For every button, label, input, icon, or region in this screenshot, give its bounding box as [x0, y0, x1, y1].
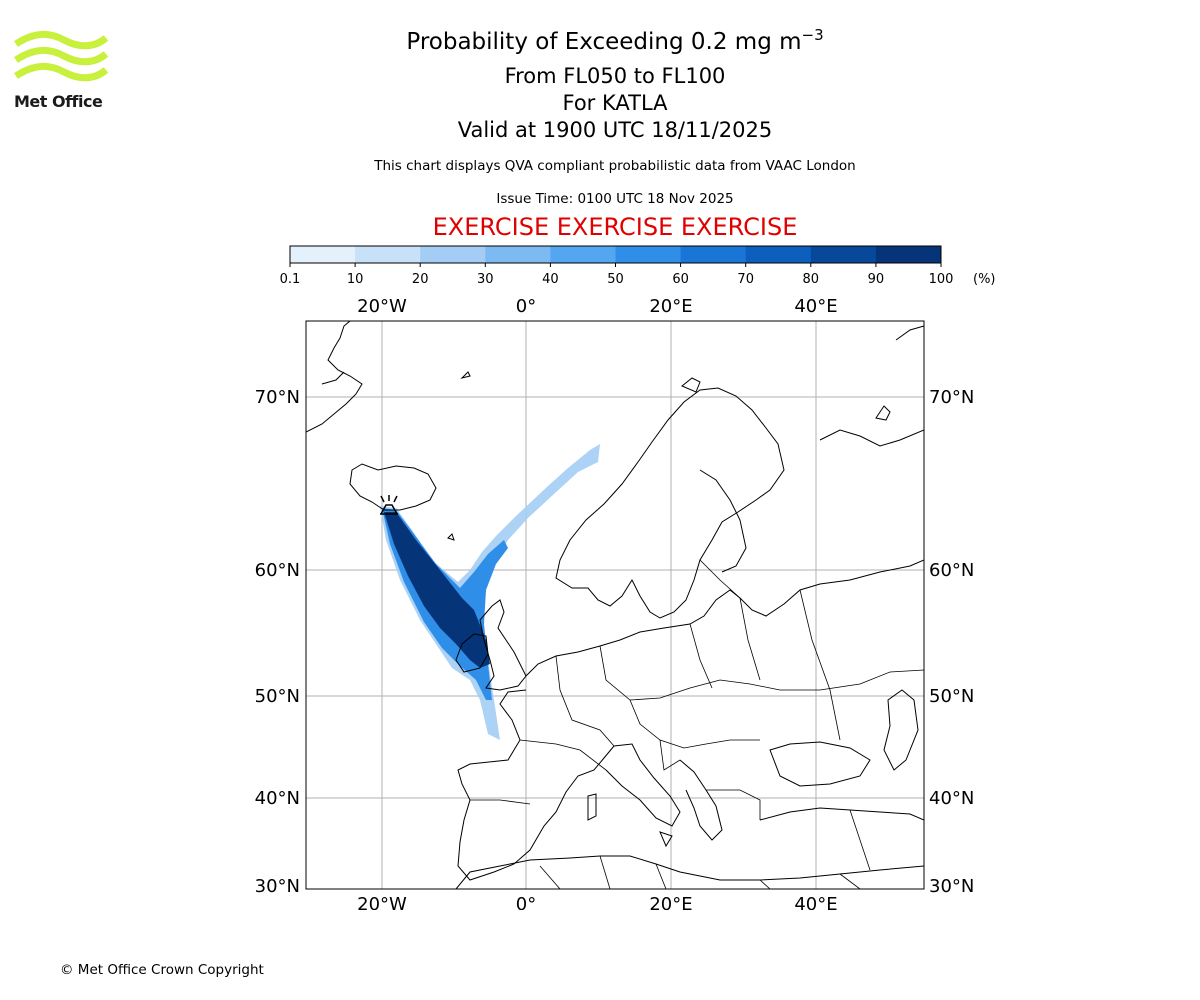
lon-labels-top: 20°W 0° 20°E 40°E: [357, 296, 837, 317]
black-sea: [769, 741, 871, 787]
volcano-marker: [380, 495, 398, 515]
colorbar-tick-label: 80: [803, 272, 820, 287]
lat-label: 50°N: [929, 686, 974, 707]
flight-levels: From FL050 to FL100: [504, 64, 726, 88]
valid-time: Valid at 1900 UTC 18/11/2025: [457, 118, 773, 142]
lon-label: 20°W: [357, 894, 407, 910]
ash-plume: [380, 444, 600, 740]
lat-label: 30°N: [929, 876, 974, 897]
greenland: [306, 321, 363, 433]
lon-label: 0°: [516, 296, 536, 317]
colorbar-segment: [290, 246, 356, 263]
lon-label: 0°: [516, 894, 536, 910]
lat-label: 40°N: [929, 788, 974, 809]
colorbar-segment: [485, 246, 551, 263]
graticule: [306, 321, 924, 889]
lon-label: 40°E: [794, 894, 837, 910]
colorbar-tick-label: 0.1: [280, 272, 301, 287]
colorbar: 0.1 10 20 30 40 50 60 70 80 90 100 (%): [280, 245, 996, 287]
lat-label: 40°N: [255, 788, 300, 809]
lat-labels-left: 70°N 60°N 50°N 40°N 30°N: [255, 387, 300, 897]
title-exponent: −3: [801, 26, 824, 44]
disclaimer: This chart displays QVA compliant probab…: [374, 158, 856, 174]
copyright: © Met Office Crown Copyright: [60, 962, 264, 978]
title-prefix: Probability of Exceeding 0.2 mg m: [406, 29, 802, 55]
borders: [470, 559, 924, 889]
colorbar-segment: [680, 246, 747, 263]
iceland: [349, 463, 437, 511]
italy: [605, 743, 681, 827]
lat-label: 30°N: [255, 876, 300, 897]
colorbar-segment: [420, 246, 486, 263]
lon-label: 20°W: [357, 296, 407, 317]
issue-time: Issue Time: 0100 UTC 18 Nov 2025: [496, 191, 734, 207]
colorbar-tick-label: 100: [929, 272, 954, 287]
ireland: [455, 633, 489, 673]
chart-title: Probability of Exceeding 0.2 mg m−3: [0, 26, 1200, 55]
colorbar-segment: [355, 246, 421, 263]
logo-text: Met Office: [14, 92, 103, 111]
colorbar-tick-label: 70: [737, 272, 754, 287]
colorbar-segment: [615, 246, 682, 263]
lat-labels-right: 70°N 60°N 50°N 40°N 30°N: [929, 387, 974, 897]
colorbar-tick-label: 20: [412, 272, 429, 287]
colorbar-segment: [875, 246, 942, 263]
colorbar-tick-label: 40: [542, 272, 559, 287]
lon-label: 40°E: [794, 296, 837, 317]
colorbar-tick-label: 10: [347, 272, 364, 287]
map: 20°W 0° 20°E 40°E 20°W 0° 20°E 40°E 70°N 60°N 50…: [255, 296, 975, 910]
lon-label: 20°E: [649, 894, 692, 910]
lat-label: 70°N: [929, 387, 974, 408]
lon-labels-bottom: 20°W 0° 20°E 40°E: [357, 894, 837, 910]
scandinavia: [555, 387, 785, 619]
colorbar-tick-label: 50: [607, 272, 624, 287]
colorbar-tick-label: 60: [672, 272, 689, 287]
colorbar-segment: [745, 246, 812, 263]
exercise-banner: EXERCISE EXERCISE EXERCISE: [432, 213, 798, 241]
balkans: [679, 759, 723, 841]
colorbar-tick-label: 30: [477, 272, 494, 287]
map-border: [305, 320, 925, 890]
colorbar-unit: (%): [973, 272, 996, 287]
lat-label: 50°N: [255, 686, 300, 707]
lat-label: 60°N: [929, 560, 974, 581]
iberia: [457, 689, 615, 881]
met-office-logo: [14, 31, 109, 82]
volcano-name: For KATLA: [562, 91, 668, 115]
lat-label: 60°N: [255, 560, 300, 581]
colorbar-segment: [550, 246, 616, 263]
colorbar-tick-label: 90: [868, 272, 885, 287]
map-frame: [306, 321, 924, 889]
colorbar-segment: [810, 246, 877, 263]
coastlines: [306, 321, 924, 889]
continental-coast: [525, 559, 924, 677]
lon-label: 20°E: [649, 296, 692, 317]
plume-core: [384, 512, 490, 668]
great-britain: [479, 599, 527, 691]
lat-label: 70°N: [255, 387, 300, 408]
